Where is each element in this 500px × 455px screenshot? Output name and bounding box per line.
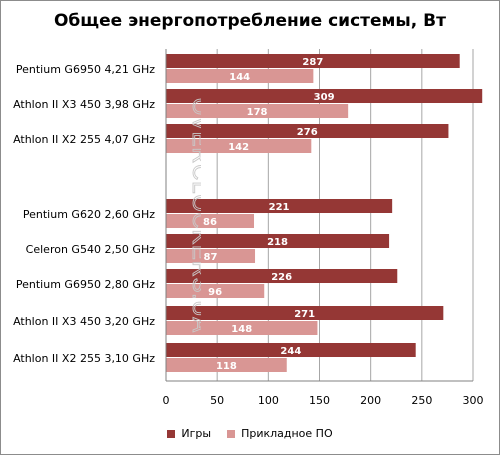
data-label-games-4: 218 xyxy=(267,237,288,248)
bar-apps-5 xyxy=(166,284,265,298)
category-label-5: Pentium G6950 2,80 GHz xyxy=(16,278,155,291)
data-label-apps-2: 142 xyxy=(228,142,249,153)
bar-apps-3 xyxy=(166,214,255,228)
bar-games-7 xyxy=(166,343,416,357)
legend-swatch-apps xyxy=(227,429,236,438)
x-tick-label-100: 100 xyxy=(258,394,279,407)
x-tick-label-0: 0 xyxy=(163,394,170,407)
bar-apps-2 xyxy=(166,139,312,153)
bar-games-2 xyxy=(166,124,449,138)
watermark: OVERCLOCKERS.UA xyxy=(188,98,201,334)
bar-apps-6 xyxy=(166,321,318,335)
data-label-games-3: 221 xyxy=(269,202,290,213)
chart-title: Общее энергопотребление системы, Вт xyxy=(53,11,446,31)
data-label-apps-0: 144 xyxy=(229,72,250,83)
bar-apps-1 xyxy=(166,104,349,118)
bar-games-0 xyxy=(166,54,460,68)
bar-apps-4 xyxy=(166,249,256,263)
data-label-apps-6: 148 xyxy=(231,324,252,335)
watermark-text: OVERCLOCKERS.UA xyxy=(188,98,201,333)
x-tick-label-250: 250 xyxy=(411,394,432,407)
legend: Игры Прикладное ПО xyxy=(1,427,499,440)
category-label-3: Pentium G620 2,60 GHz xyxy=(23,208,155,221)
category-label-6: Athlon II X3 450 3,20 GHz xyxy=(13,315,155,328)
x-tick-label-300: 300 xyxy=(463,394,484,407)
data-label-games-1: 309 xyxy=(314,92,335,103)
legend-item-apps: Прикладное ПО xyxy=(227,427,333,440)
legend-label-apps: Прикладное ПО xyxy=(241,427,333,440)
bar-games-5 xyxy=(166,269,398,283)
data-label-games-6: 271 xyxy=(294,309,315,320)
bar-games-6 xyxy=(166,306,444,320)
bar-apps-0 xyxy=(166,69,314,83)
bar-apps-7 xyxy=(166,358,287,372)
data-label-apps-5: 96 xyxy=(208,287,222,298)
category-label-2: Athlon II X2 255 4,07 GHz xyxy=(13,133,155,146)
category-label-4: Celeron G540 2,50 GHz xyxy=(26,243,156,256)
bar-games-1 xyxy=(166,89,483,103)
legend-swatch-games xyxy=(167,429,176,438)
data-label-games-2: 276 xyxy=(297,127,318,138)
data-label-apps-4: 87 xyxy=(204,252,218,263)
bar-games-3 xyxy=(166,199,393,213)
data-label-games-7: 244 xyxy=(280,346,301,357)
bar-games-4 xyxy=(166,234,390,248)
data-label-apps-7: 118 xyxy=(216,361,237,372)
data-label-apps-3: 86 xyxy=(203,217,217,228)
legend-item-games: Игры xyxy=(167,427,211,440)
category-label-1: Athlon II X3 450 3,98 GHz xyxy=(13,98,155,111)
category-label-7: Athlon II X2 255 3,10 GHz xyxy=(13,352,155,365)
data-label-games-5: 226 xyxy=(271,272,292,283)
x-tick-label-150: 150 xyxy=(309,394,330,407)
data-label-apps-1: 178 xyxy=(247,107,268,118)
category-label-0: Pentium G6950 4,21 GHz xyxy=(16,63,155,76)
data-label-games-0: 287 xyxy=(302,57,323,68)
legend-label-games: Игры xyxy=(181,427,212,440)
x-tick-label-50: 50 xyxy=(210,394,224,407)
x-tick-label-200: 200 xyxy=(360,394,381,407)
